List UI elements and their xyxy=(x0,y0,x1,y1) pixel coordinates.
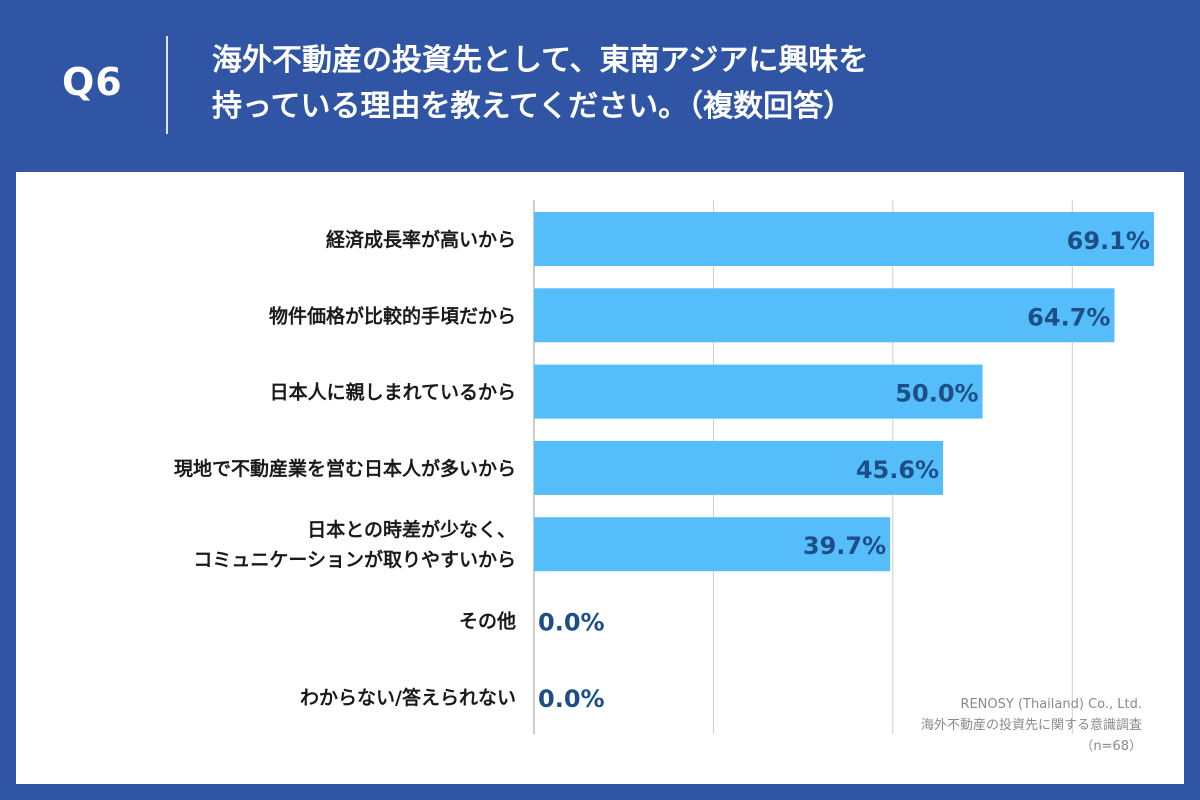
value-label-1: 64.7% xyxy=(1027,303,1110,331)
bar-4 xyxy=(534,517,891,572)
value-label-6: 0.0% xyxy=(538,685,605,713)
question-title: 海外不動産の投資先として、東南アジアに興味を 持っている理由を教えてください。（… xyxy=(212,38,1172,130)
bar-1 xyxy=(534,288,1115,343)
value-label-0: 69.1% xyxy=(1067,227,1150,255)
value-label-4: 39.7% xyxy=(803,532,886,560)
category-label-1: 物件価格が比較的手頃だから xyxy=(269,304,516,327)
source-sample-size: （n=68） xyxy=(1080,739,1142,754)
question-title-line-1: 海外不動産の投資先として、東南アジアに興味を xyxy=(212,43,869,78)
bar-2 xyxy=(534,364,983,419)
source-note: RENOSY (Thailand) Co., Ltd. 海外不動産の投資先に関す… xyxy=(921,694,1142,757)
question-number: Q6 xyxy=(62,60,123,104)
value-label-3: 45.6% xyxy=(856,456,939,484)
value-label-5: 0.0% xyxy=(538,609,605,637)
category-label-0: 経済成長率が高いから xyxy=(326,228,516,251)
value-label-2: 50.0% xyxy=(895,380,978,408)
category-label-4-0: 日本との時差が少なく、 xyxy=(307,518,516,541)
source-survey: 海外不動産の投資先に関する意識調査 xyxy=(920,718,1142,733)
question-title-line-2: 持っている理由を教えてください。（複数回答） xyxy=(212,89,854,124)
bar-chart: 69.1% 経済成長率が高いから 64.7% 物件価格が比較的手頃だから 50.0% 日本… xyxy=(174,200,1154,734)
question-header: Q6 海外不動産の投資先として、東南アジアに興味を 持っている理由を教えてくださ… xyxy=(0,0,1200,170)
category-label-2: 日本人に親しまれているから xyxy=(270,381,516,404)
bar-3 xyxy=(534,440,944,495)
category-label-3: 現地で不動産業を営む日本人が多いから xyxy=(174,457,516,480)
category-label-5: その他 xyxy=(459,610,516,633)
category-label-4-1: コミュニケーションが取りやすいから xyxy=(193,548,516,571)
source-company: RENOSY (Thailand) Co., Ltd. xyxy=(960,697,1142,712)
chart-panel: 69.1% 経済成長率が高いから 64.7% 物件価格が比較的手頃だから 50.0% 日本… xyxy=(16,172,1184,784)
category-label-6: わからない/答えられない xyxy=(300,686,516,709)
bar-0 xyxy=(534,212,1154,266)
header-divider xyxy=(166,36,168,134)
